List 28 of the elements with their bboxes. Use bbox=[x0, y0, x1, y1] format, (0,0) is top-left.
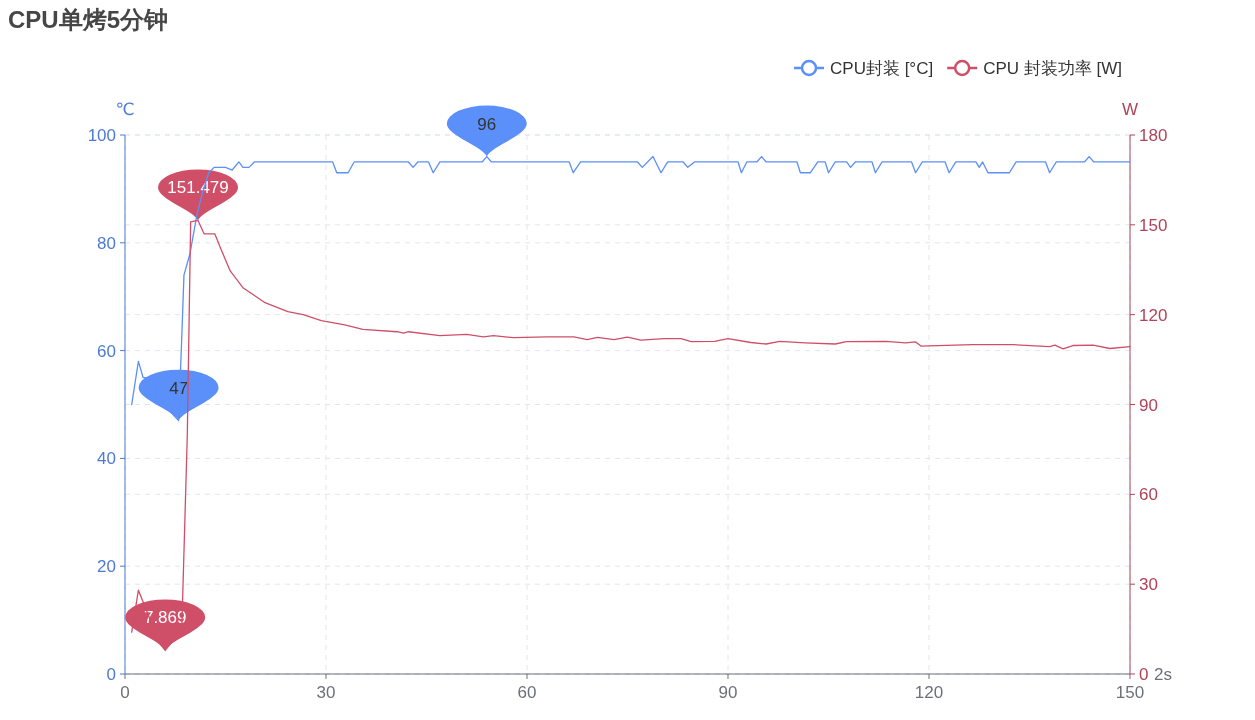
y2-tick-label: 30 bbox=[1139, 575, 1158, 595]
x-tick-label: 90 bbox=[718, 683, 738, 702]
x-tick-label: 120 bbox=[914, 683, 944, 702]
y2-axis-title: W bbox=[1121, 100, 1139, 119]
data-label: 47 bbox=[169, 378, 189, 398]
data-label: 96 bbox=[477, 114, 497, 134]
y2-tick-label: 0 bbox=[1139, 665, 1149, 684]
x-tick-label: 60 bbox=[517, 683, 537, 702]
chart-title: CPU单烤5分钟 bbox=[8, 6, 169, 33]
x-tick-label: 30 bbox=[316, 683, 336, 702]
legend-label: CPU封装 [°C] bbox=[830, 59, 934, 78]
y-tick-label: 20 bbox=[97, 557, 116, 577]
y2-tick-label: 90 bbox=[1139, 395, 1158, 415]
y2-tick-label: 150 bbox=[1139, 215, 1168, 235]
y2-tick-label: 120 bbox=[1139, 305, 1168, 325]
y2-tick-label: 60 bbox=[1139, 485, 1158, 505]
data-label: 7.869 bbox=[143, 608, 187, 628]
y-tick-label: 0 bbox=[106, 665, 116, 684]
x-axis-title: 2s bbox=[1154, 665, 1172, 684]
y-axis-title: ℃ bbox=[115, 100, 135, 119]
x-tick-label: 150 bbox=[1115, 683, 1145, 702]
y2-tick-label: 180 bbox=[1139, 126, 1168, 145]
y-tick-label: 40 bbox=[97, 449, 116, 469]
x-tick-label: 0 bbox=[120, 683, 130, 702]
y-tick-label: 100 bbox=[87, 126, 116, 145]
legend-label: CPU 封装功率 [W] bbox=[983, 59, 1122, 78]
y-tick-label: 80 bbox=[97, 233, 116, 253]
y-tick-label: 60 bbox=[97, 341, 116, 361]
